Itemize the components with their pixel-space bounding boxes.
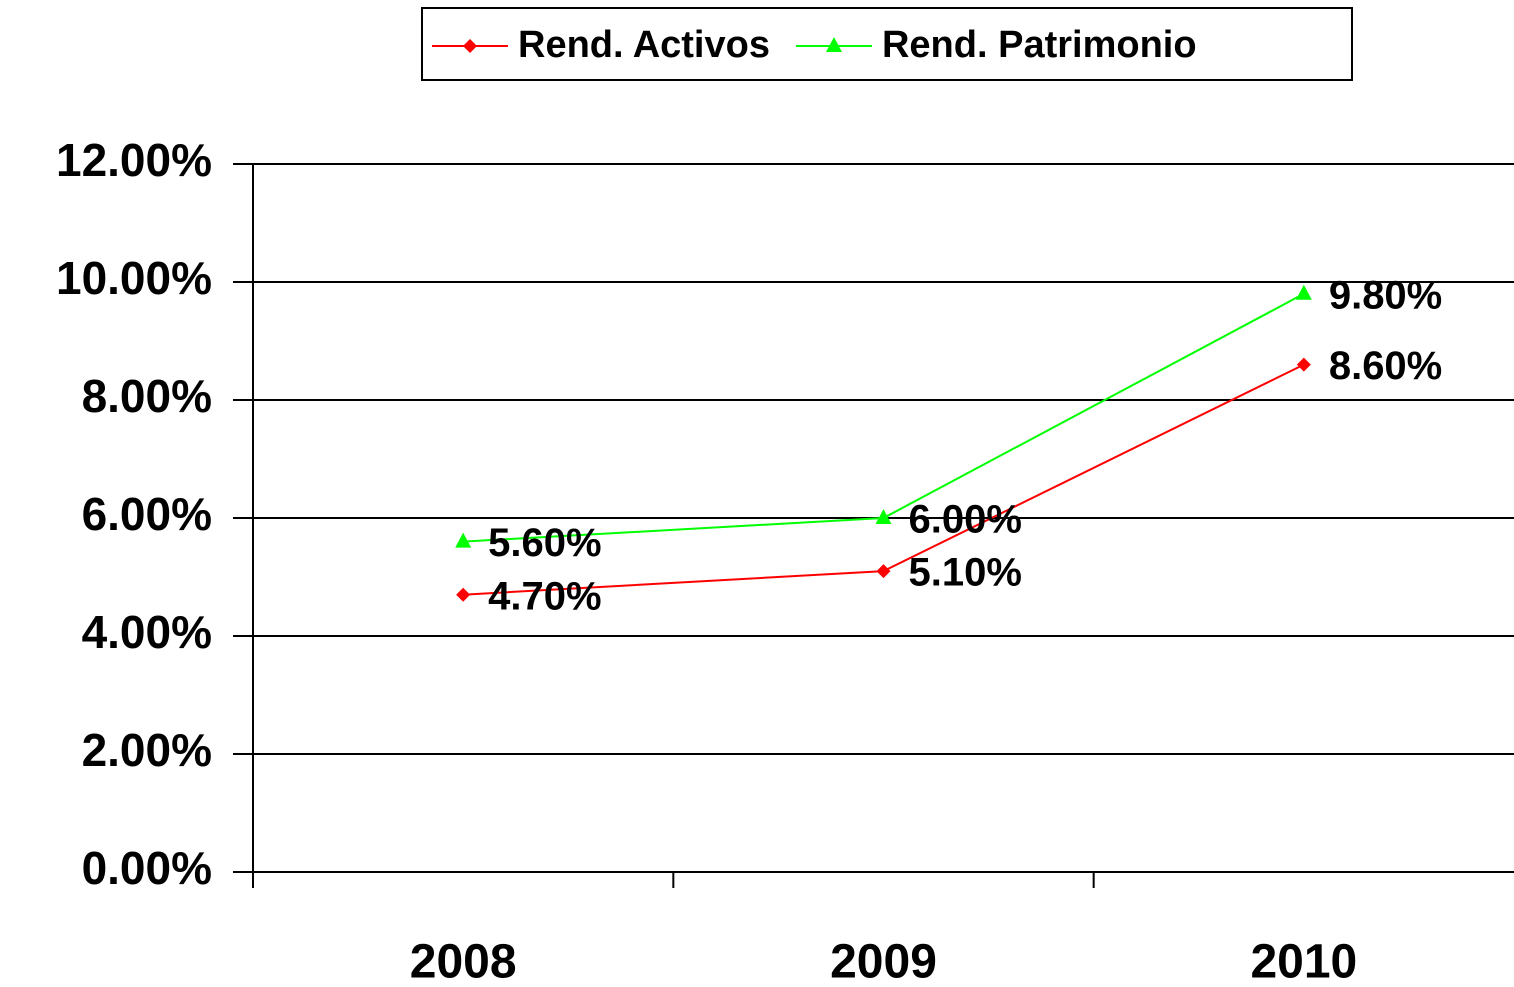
marker [1296,357,1311,372]
x-tick-label: 2009 [830,936,937,987]
legend-marker [825,37,842,52]
marker [455,532,472,548]
marker [875,509,892,524]
marker [876,564,891,579]
series-line [463,292,1305,543]
x-tick-label: 2008 [410,936,517,987]
data-label: 4.70% [488,574,601,618]
y-tick-label: 8.00% [82,370,212,422]
x-tick-label: 2010 [1250,936,1357,987]
y-tick-label: 2.00% [82,724,212,776]
legend-box [421,7,1353,81]
y-tick-label: 4.00% [82,606,212,658]
legend-label: Rend. Activos [518,24,770,66]
y-tick-label: 0.00% [82,842,212,894]
data-label: 5.10% [909,551,1022,595]
legend-marker [463,39,477,53]
marker [456,587,471,602]
data-label: 5.60% [488,521,601,565]
y-tick-label: 10.00% [56,252,212,304]
data-label: 8.60% [1329,344,1442,388]
y-tick-label: 12.00% [56,134,212,186]
data-label: 9.80% [1329,273,1442,317]
data-label: 6.00% [909,498,1022,542]
marker [1295,284,1312,300]
y-tick-label: 6.00% [82,488,212,540]
legend-label: Rend. Patrimonio [882,24,1197,66]
